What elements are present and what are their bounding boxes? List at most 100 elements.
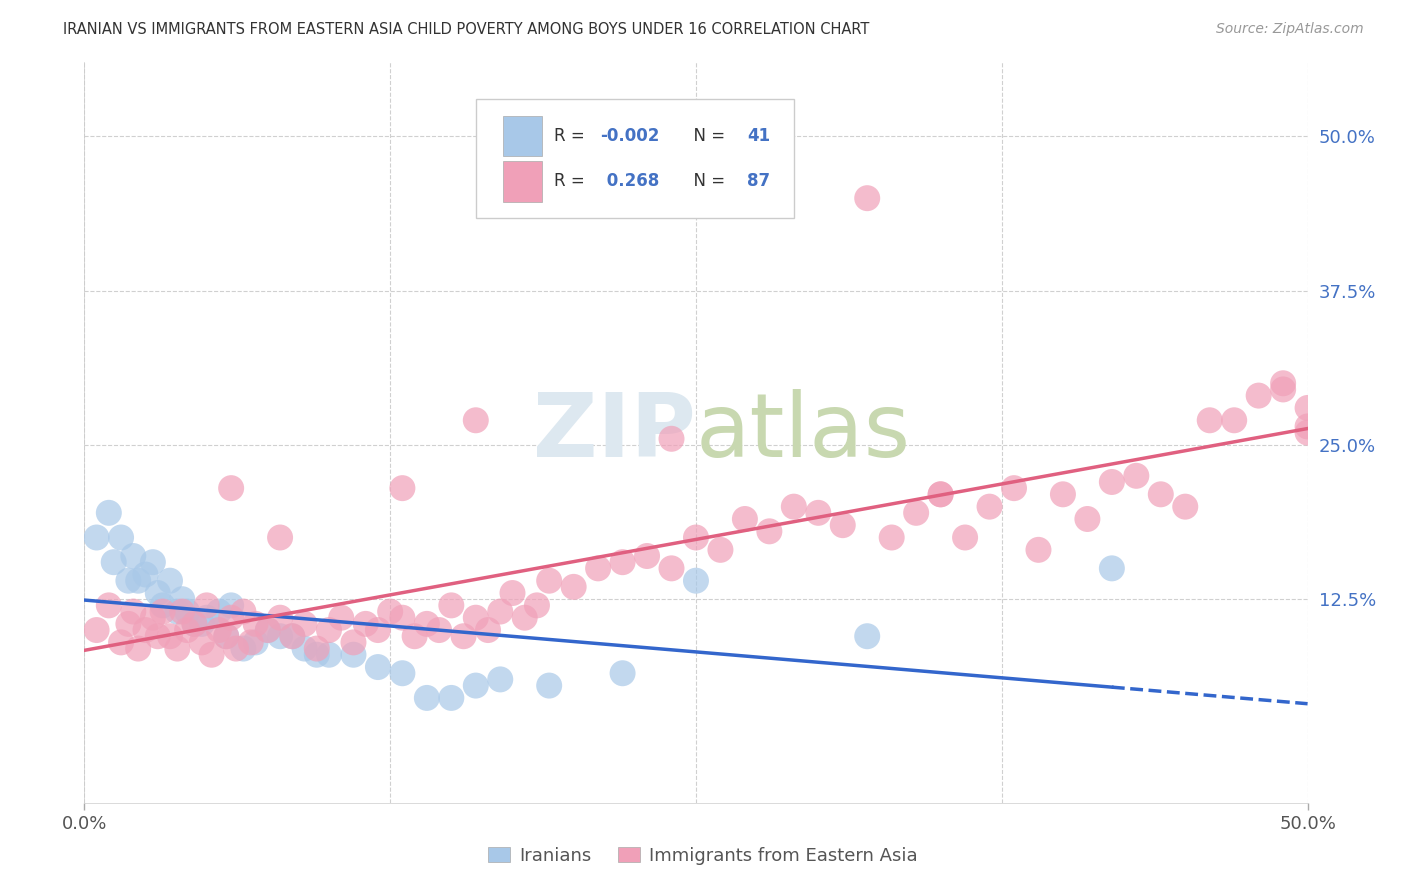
Text: 0.268: 0.268 bbox=[600, 172, 659, 191]
Point bbox=[152, 605, 174, 619]
Point bbox=[245, 635, 267, 649]
Point bbox=[281, 629, 304, 643]
Point bbox=[612, 555, 634, 569]
Point bbox=[562, 580, 585, 594]
Point bbox=[464, 679, 486, 693]
Point bbox=[97, 506, 120, 520]
Point bbox=[110, 635, 132, 649]
Point bbox=[135, 623, 157, 637]
Point bbox=[464, 611, 486, 625]
Point bbox=[758, 524, 780, 539]
Text: atlas: atlas bbox=[696, 389, 911, 476]
Point bbox=[122, 549, 145, 563]
FancyBboxPatch shape bbox=[475, 99, 794, 218]
Point bbox=[215, 629, 238, 643]
Text: R =: R = bbox=[554, 127, 591, 145]
Point bbox=[586, 561, 609, 575]
Text: R =: R = bbox=[554, 172, 591, 191]
Point bbox=[502, 586, 524, 600]
Point bbox=[453, 629, 475, 643]
Legend: Iranians, Immigrants from Eastern Asia: Iranians, Immigrants from Eastern Asia bbox=[479, 838, 927, 874]
Point bbox=[391, 666, 413, 681]
Point bbox=[513, 611, 536, 625]
Point bbox=[391, 481, 413, 495]
Point bbox=[354, 616, 377, 631]
Bar bbox=[503, 116, 541, 156]
Point bbox=[1223, 413, 1246, 427]
Point bbox=[1296, 401, 1319, 415]
Point bbox=[215, 629, 238, 643]
Point bbox=[172, 592, 194, 607]
Point bbox=[477, 623, 499, 637]
Bar bbox=[503, 161, 541, 202]
Point bbox=[1101, 475, 1123, 489]
Point bbox=[661, 561, 683, 575]
Point bbox=[342, 635, 364, 649]
Point bbox=[127, 574, 149, 588]
Point bbox=[269, 629, 291, 643]
Point bbox=[404, 629, 426, 643]
Point bbox=[127, 641, 149, 656]
Point bbox=[200, 648, 222, 662]
Point bbox=[1052, 487, 1074, 501]
Point bbox=[146, 629, 169, 643]
Point bbox=[257, 623, 280, 637]
Point bbox=[856, 629, 879, 643]
Point bbox=[905, 506, 928, 520]
Point bbox=[489, 605, 512, 619]
Point bbox=[195, 599, 218, 613]
Point bbox=[489, 673, 512, 687]
Point bbox=[1150, 487, 1173, 501]
Point bbox=[195, 611, 218, 625]
Point bbox=[191, 635, 214, 649]
Point bbox=[152, 599, 174, 613]
Point bbox=[146, 586, 169, 600]
Point bbox=[110, 531, 132, 545]
Point bbox=[1076, 512, 1098, 526]
Point bbox=[685, 531, 707, 545]
Point bbox=[239, 635, 262, 649]
Point bbox=[1198, 413, 1220, 427]
Point bbox=[225, 641, 247, 656]
Point bbox=[1272, 383, 1295, 397]
Point bbox=[464, 413, 486, 427]
Point bbox=[685, 574, 707, 588]
Point bbox=[526, 599, 548, 613]
Point bbox=[166, 641, 188, 656]
Point bbox=[232, 641, 254, 656]
Point bbox=[159, 574, 181, 588]
Point bbox=[661, 432, 683, 446]
Point bbox=[305, 641, 328, 656]
Point bbox=[281, 629, 304, 643]
Point bbox=[342, 648, 364, 662]
Point bbox=[269, 531, 291, 545]
Point bbox=[929, 487, 952, 501]
Point bbox=[1247, 389, 1270, 403]
Point bbox=[208, 605, 231, 619]
Point bbox=[183, 616, 205, 631]
Text: N =: N = bbox=[682, 127, 730, 145]
Point bbox=[416, 616, 439, 631]
Point bbox=[612, 666, 634, 681]
Point bbox=[427, 623, 450, 637]
Point bbox=[103, 555, 125, 569]
Text: ZIP: ZIP bbox=[533, 389, 696, 476]
Point bbox=[86, 623, 108, 637]
Point bbox=[807, 506, 830, 520]
Point bbox=[294, 616, 316, 631]
Point bbox=[172, 605, 194, 619]
Text: 87: 87 bbox=[748, 172, 770, 191]
Point bbox=[1002, 481, 1025, 495]
Point bbox=[183, 616, 205, 631]
Text: N =: N = bbox=[682, 172, 730, 191]
Point bbox=[709, 542, 731, 557]
Point bbox=[783, 500, 806, 514]
Point bbox=[416, 690, 439, 705]
Point bbox=[380, 605, 402, 619]
Point bbox=[166, 605, 188, 619]
Point bbox=[856, 191, 879, 205]
Point bbox=[86, 531, 108, 545]
Point bbox=[391, 611, 413, 625]
Point bbox=[440, 599, 463, 613]
Point bbox=[1125, 468, 1147, 483]
